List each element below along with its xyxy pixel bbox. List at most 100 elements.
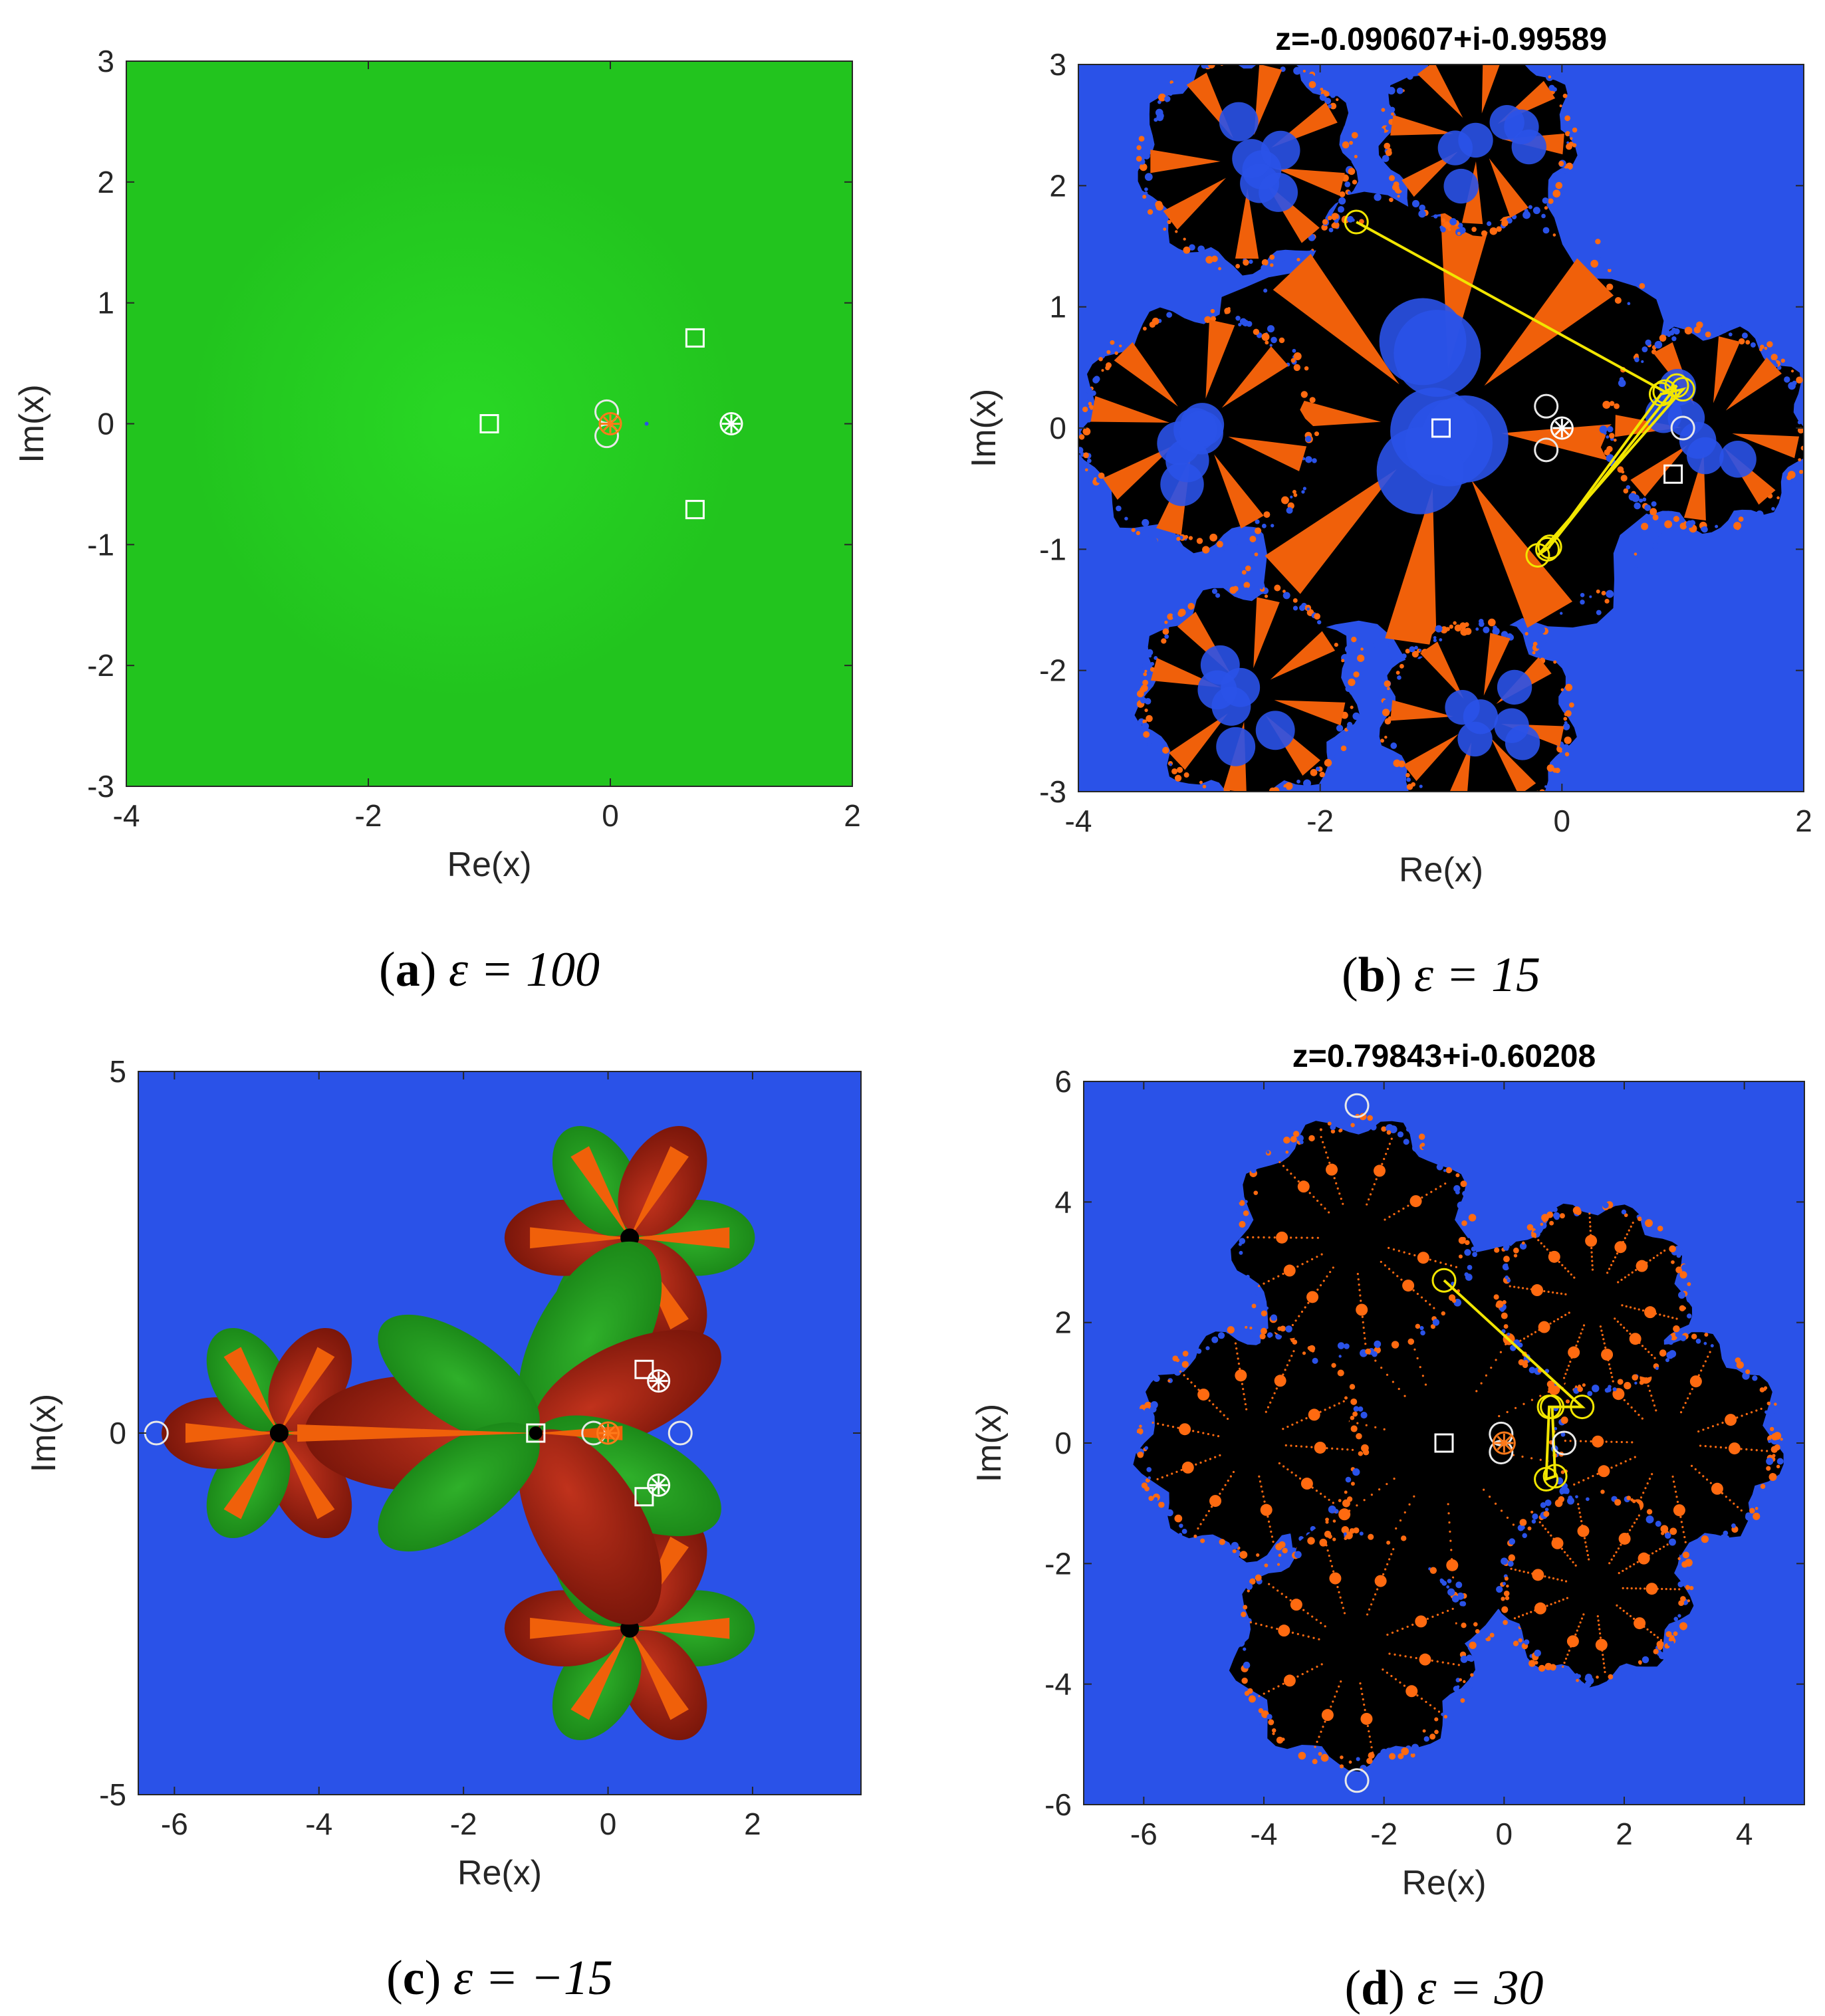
main-petal — [378, 1314, 540, 1444]
basin-speckle — [1654, 340, 1663, 349]
basin-speckle — [1627, 302, 1631, 306]
basin-dot — [1609, 1367, 1612, 1370]
basin-speckle — [1353, 1406, 1360, 1412]
basin-speckle — [1144, 709, 1148, 713]
basin-dot — [1338, 1192, 1341, 1195]
basin-speckle — [1207, 64, 1215, 68]
basin-dot — [1656, 1254, 1659, 1257]
basin-dot — [1190, 1381, 1193, 1384]
basin-speckle — [1310, 1349, 1315, 1353]
basin-dot — [1604, 1346, 1607, 1349]
basin-speckle — [1419, 649, 1422, 652]
star-spoke — [651, 1373, 666, 1389]
basin-dot — [1638, 1514, 1640, 1517]
basin-speckle — [1772, 1454, 1776, 1458]
basin-blob — [1235, 1369, 1247, 1382]
basin-speckle — [1258, 1708, 1264, 1714]
plot-area — [1078, 56, 1804, 814]
basin-dot — [1320, 1663, 1323, 1666]
basin-dot — [1717, 1423, 1719, 1426]
basin-speckle — [1735, 1357, 1741, 1363]
basin-speckle — [1533, 56, 1539, 62]
basin-speckle — [1600, 256, 1606, 262]
basin-speckle — [1453, 1714, 1457, 1718]
basin-dot — [1277, 1589, 1279, 1592]
basin-speckle — [1341, 1525, 1350, 1534]
basin-dot — [1259, 1480, 1262, 1483]
basin-dot — [1243, 1398, 1246, 1400]
root-square-marker — [634, 1359, 654, 1379]
basin-speckle — [1780, 1438, 1783, 1441]
basin-speckle — [1553, 1212, 1560, 1219]
basin-dot — [1550, 1534, 1552, 1537]
basin-dot — [1365, 1424, 1368, 1426]
basin-dot — [1665, 1588, 1667, 1591]
basin-speckle — [1641, 1214, 1648, 1221]
basin-dot — [1576, 1340, 1579, 1343]
basin-speckle — [1148, 1476, 1152, 1480]
basin-speckle — [1126, 330, 1131, 334]
basin-dot — [1388, 1216, 1391, 1218]
basin-speckle — [1406, 777, 1411, 782]
basin-dot — [1630, 1406, 1633, 1409]
basin-speckle — [1265, 340, 1269, 345]
basin-speckle — [1270, 263, 1274, 267]
basin-dot — [1396, 1275, 1399, 1278]
basin-dot — [1650, 1353, 1653, 1357]
basin-speckle — [1429, 1734, 1436, 1740]
basin-speckle — [1536, 644, 1540, 649]
basin-dot — [1161, 1423, 1164, 1426]
basin-speckle — [1485, 809, 1491, 814]
basin-speckle — [1282, 590, 1286, 594]
basin-speckle — [1261, 1310, 1267, 1317]
basin-speckle — [1453, 1184, 1461, 1192]
basin-dot — [1755, 1449, 1758, 1452]
caption-paren: ) — [425, 1951, 453, 2005]
basin-dot — [1161, 1476, 1163, 1479]
basin-speckle — [1669, 1527, 1677, 1535]
basin-speckle — [1464, 627, 1472, 635]
basin-dot — [1635, 1587, 1638, 1590]
basin-speckle — [1653, 1648, 1659, 1654]
basin-speckle — [1687, 1599, 1690, 1603]
basin-dot — [1636, 1517, 1638, 1521]
basin-dot — [1237, 1357, 1239, 1360]
panel-title: z=0.79843+i-0.60208 — [1292, 1039, 1596, 1074]
basin-dot — [1399, 1681, 1401, 1684]
basin-speckle — [1292, 489, 1296, 494]
basin-hole — [1259, 172, 1298, 212]
basin-dot — [1766, 1450, 1768, 1452]
basin-speckle — [1548, 75, 1552, 78]
basin-dot — [1606, 1272, 1609, 1274]
basin-speckle — [1344, 1396, 1348, 1400]
basin-speckle — [1449, 624, 1453, 629]
basin-speckle — [1535, 69, 1541, 76]
basin-hole — [1219, 102, 1259, 142]
basin-dot — [1204, 1460, 1207, 1462]
basin-speckle — [1391, 112, 1394, 116]
basin-speckle — [1774, 1402, 1777, 1406]
basin-dot — [1388, 1143, 1391, 1145]
basin-dot — [1311, 1668, 1314, 1670]
basin-speckle — [1229, 586, 1237, 594]
y-tick-label: 4 — [1054, 1184, 1072, 1219]
basin-dot — [1411, 1623, 1414, 1626]
basin-dot — [1740, 1448, 1743, 1450]
basin-speckle — [1142, 119, 1150, 126]
basin-speckle — [1348, 1760, 1352, 1764]
basin-dot — [1308, 1192, 1311, 1194]
basin-speckle — [1249, 535, 1257, 542]
basin-dot — [1356, 1273, 1359, 1276]
basin-speckle — [1496, 226, 1502, 232]
basin-speckle — [1541, 652, 1544, 655]
basin-speckle — [1319, 1128, 1322, 1131]
basin-speckle — [1146, 715, 1153, 723]
basin-speckle — [1503, 1324, 1509, 1329]
basin-speckle — [1501, 804, 1504, 807]
basin-speckle — [1150, 1406, 1157, 1413]
basin-dot — [1202, 1432, 1205, 1434]
basin-dot — [1359, 1294, 1362, 1297]
basin-dot — [1209, 1458, 1212, 1460]
basin-dot — [1288, 1359, 1291, 1362]
